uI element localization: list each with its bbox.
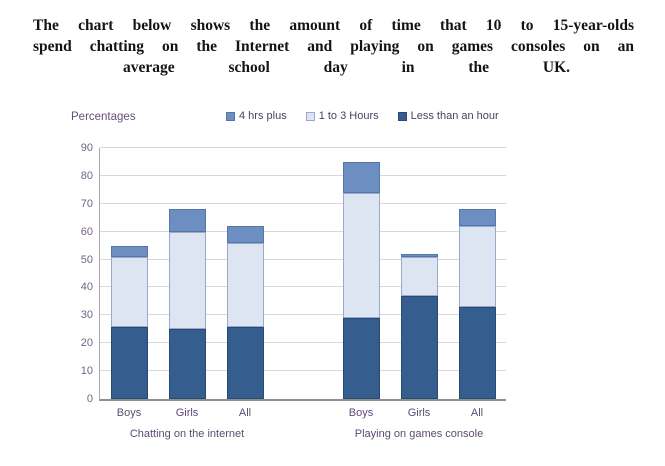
bar-segment [400,256,438,296]
gridline [100,286,506,288]
bar-segment [110,245,148,257]
group-label: Chatting on the internet [129,428,245,440]
bar-segment [342,318,380,399]
title-line-3: average school day in the UK. [123,59,570,76]
legend-item: 1 to 3 Hours [305,110,379,122]
legend-item: 4 hrs plus [226,110,287,122]
legend-label: Less than an hour [410,110,499,122]
legend-label: 1 to 3 Hours [318,110,379,122]
bar-segment [458,226,496,307]
bar-segment [458,209,496,227]
bar-segment [226,226,264,243]
gridline [100,314,506,316]
category-label: Boys [116,407,142,419]
legend-label: 4 hrs plus [239,110,287,122]
bar-segment [226,242,264,327]
bar-segment [168,209,206,232]
y-axis-tick-label: 90 [80,142,93,154]
y-axis-tick-label: 20 [80,337,93,350]
y-axis-tick-label: 50 [80,253,93,266]
title-line-1: The chart below shows the amount of time… [33,17,634,34]
bar-segment [400,254,438,257]
category-label: All [238,407,252,419]
y-axis-tick-label: 10 [80,365,93,378]
y-axis-tick-label: 30 [80,309,93,322]
bar-segment [110,326,148,399]
chart-description: The chart below shows the amount of time… [33,15,634,78]
category-label: Girls [175,407,199,419]
legend-swatch-icon [305,111,315,121]
gridline [100,370,506,372]
gridline [100,202,506,204]
bar-segment [342,192,380,319]
gridline [100,147,506,148]
group-label: Playing on games console [354,428,484,440]
bar-segment [110,256,148,327]
gridline [100,230,506,232]
plot-area: 0 10 20 30 40 50 60 70 80 90 Boys Girls All Boys Girls… [81,142,506,440]
category-label: Girls [407,407,431,419]
chart-legend: 4 hrs plus 1 to 3 Hours Less than an hou… [226,110,499,122]
gridline [100,258,506,260]
bar-segment [226,326,264,399]
legend-item: Less than an hour [397,110,499,122]
title-line-2: spend chatting on the Internet and playi… [33,38,634,55]
legend-swatch-icon [226,111,235,121]
gridline [100,174,506,176]
category-label: All [470,407,484,419]
y-axis-title: Percentages [71,111,136,123]
bar-segment [458,306,496,399]
category-label: Boys [348,407,374,419]
legend-swatch-icon [397,111,407,121]
bar-segment [400,295,438,399]
bar-segment [342,161,380,193]
y-axis-tick-label: 0 [86,393,93,405]
y-axis-tick-label: 60 [80,225,93,238]
bar-segment [168,231,206,330]
y-axis-tick-label: 40 [80,281,93,294]
gridline [100,342,506,344]
y-axis-tick-label: 70 [80,197,93,210]
y-axis-tick-label: 80 [80,169,93,182]
bar-segment [168,329,206,399]
